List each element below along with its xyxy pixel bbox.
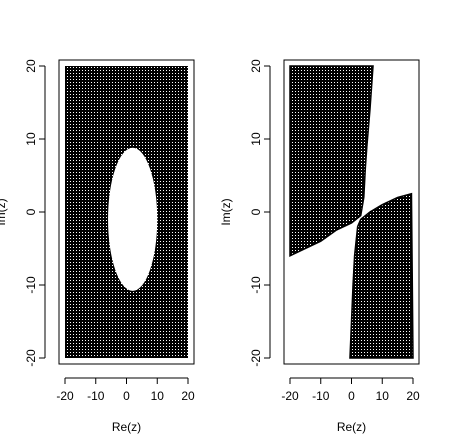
y-tick-label: 20 (24, 59, 38, 73)
upper-region-points (289, 65, 374, 257)
y-tick-label: 10 (249, 132, 263, 146)
x-axis-title: Re(z) (337, 420, 366, 434)
y-tick-label: 10 (24, 132, 38, 146)
y-axis-title: Im(z) (0, 198, 8, 225)
y-tick-label: 0 (249, 208, 263, 215)
x-tick-label: -20 (281, 389, 299, 403)
y-tick-label: -20 (249, 349, 263, 367)
y-tick-label: -10 (24, 276, 38, 294)
x-tick-label: 20 (406, 389, 420, 403)
right-plot-panel: -20 -10 0 10 20 Re(z) -20 -10 0 10 20 Im(z) (219, 59, 420, 434)
x-tick-label: 10 (151, 389, 165, 403)
x-tick-label: 20 (181, 389, 195, 403)
plot-frame (283, 59, 420, 365)
x-tick-label: -10 (87, 389, 105, 403)
y-axis-title: Im(z) (219, 198, 233, 225)
y-tick-label: -20 (24, 349, 38, 367)
y-tick-label: 0 (24, 208, 38, 215)
x-tick-label: -20 (56, 389, 74, 403)
x-tick-label: 0 (348, 389, 355, 403)
x-tick-label: 10 (376, 389, 390, 403)
plot-frame (58, 59, 195, 365)
x-tick-label: 0 (123, 389, 130, 403)
x-tick-label: -10 (312, 389, 330, 403)
y-tick-label: -10 (249, 276, 263, 294)
y-tick-label: 20 (249, 59, 263, 73)
left-plot-panel: -20 -10 0 10 20 Re(z) -20 -10 0 10 20 Im(z) (0, 59, 195, 434)
stability-region-points (65, 66, 188, 358)
lower-region-points (349, 192, 414, 359)
x-axis-title: Re(z) (112, 420, 141, 434)
